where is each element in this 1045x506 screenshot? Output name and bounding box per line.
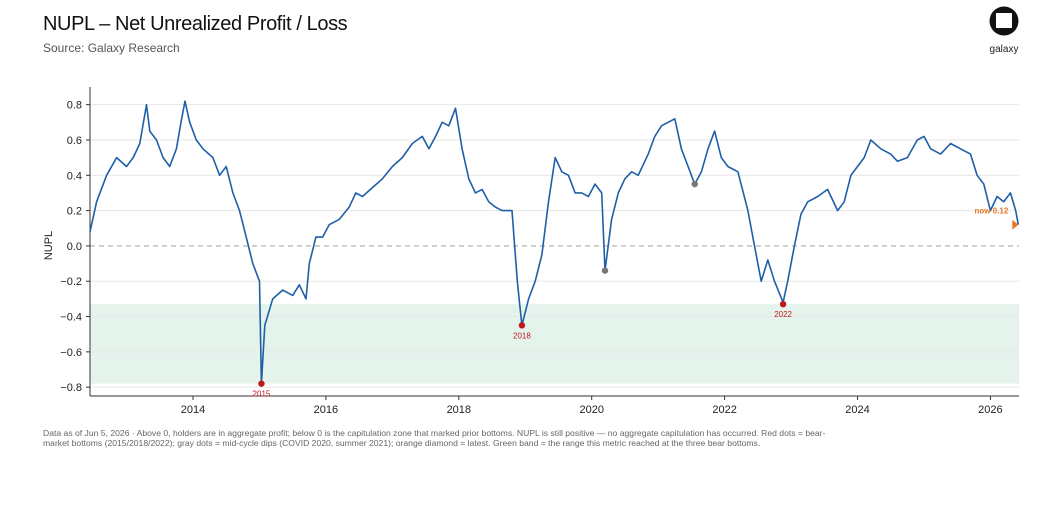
nupl-series-line [89,100,1020,385]
galaxy-logo: galaxy [984,6,1024,55]
mid-cycle-dip-dot [691,180,698,188]
y-axis-label: NUPL [43,231,55,260]
latest-label: now 0.12 [975,207,1009,216]
y-tick-label: 0.0 [67,241,82,253]
x-tick-label: 2014 [181,404,205,416]
y-tick-label: −0.4 [60,312,82,324]
x-tick-label: 2020 [579,404,603,416]
x-tick-label: 2018 [447,404,471,416]
galaxy-logo-icon [989,6,1019,36]
chart-source: Source: Galaxy Research [43,41,180,55]
bottom-label: 2015 [253,390,271,399]
logo-text: galaxy [989,44,1019,55]
latest-diamond [1012,219,1019,230]
page-title: NUPL – Net Unrealized Profit / Loss [43,13,348,35]
x-tick-label: 2026 [978,404,1002,416]
y-tick-label: −0.8 [60,382,82,394]
y-tick-label: 0.4 [67,170,82,182]
bear-bottom-dot [779,300,787,308]
nupl-chart: 0.8 0.6 0.4 0.2 0.0 −0.2 −0.4 −0.6 −0.8 2014 2016 2… [43,87,1020,416]
footnote: Data as of Jun 5, 2026 · Above 0, holder… [43,428,826,448]
bear-bottom-dot [258,380,265,387]
bottom-label: 2022 [774,310,792,319]
y-tick-label: 0.8 [67,100,82,112]
capitulation-band [90,304,1019,384]
x-tick-label: 2024 [845,404,869,416]
y-tick-label: −0.2 [60,276,82,288]
y-tick-label: −0.6 [60,347,82,359]
y-tick-label: 0.2 [67,206,82,218]
x-tick-label: 2022 [712,404,736,416]
mid-cycle-dip-dot [601,267,609,274]
x-tick-label: 2016 [314,404,338,416]
bottom-label: 2018 [513,331,531,340]
y-tick-label: 0.6 [67,135,82,147]
bear-bottom-dot [518,322,526,329]
